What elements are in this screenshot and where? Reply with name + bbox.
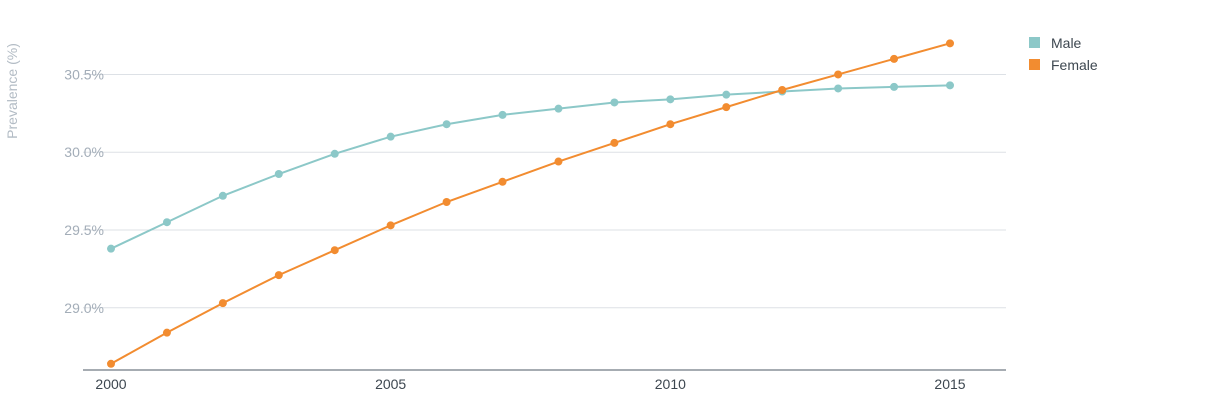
series-line-male (110, 84, 951, 250)
series-male (107, 81, 954, 253)
data-point-male[interactable] (666, 95, 675, 104)
data-point-female[interactable] (107, 359, 115, 368)
legend-label: Male (1051, 35, 1082, 51)
x-tick-label: 2000 (95, 376, 126, 392)
data-point-female[interactable] (666, 120, 675, 129)
y-tick-label: 30.0% (64, 144, 104, 160)
data-point-male[interactable] (890, 82, 899, 91)
legend-swatch (1029, 59, 1040, 70)
y-axis-ticks: 29.0% 29.5% 30.0% 30.5% (64, 66, 104, 315)
y-tick-label: 29.5% (64, 222, 104, 238)
series-female (107, 39, 954, 368)
grid-lines (83, 73, 1006, 309)
x-axis-ticks: 2000 2005 2010 2015 (95, 376, 965, 392)
data-point-male[interactable] (834, 84, 843, 93)
series-line-female (110, 42, 951, 365)
data-point-male[interactable] (107, 244, 115, 253)
legend-item-female[interactable]: Female (1029, 57, 1098, 73)
x-tick-label: 2015 (934, 376, 965, 392)
legend-label: Female (1051, 57, 1098, 73)
data-point-male[interactable] (554, 104, 563, 113)
data-point-male[interactable] (162, 218, 171, 227)
data-point-female[interactable] (890, 54, 899, 63)
data-point-female[interactable] (330, 246, 339, 255)
data-point-male[interactable] (610, 98, 619, 107)
data-point-female[interactable] (834, 70, 843, 79)
data-point-female[interactable] (274, 271, 283, 280)
data-point-female[interactable] (442, 198, 451, 206)
data-point-female[interactable] (610, 138, 619, 147)
data-point-male[interactable] (330, 149, 339, 158)
x-tick-label: 2010 (655, 376, 686, 392)
data-point-male[interactable] (274, 170, 283, 178)
data-point-female[interactable] (218, 299, 227, 308)
legend: Male Female (1029, 35, 1098, 73)
data-point-female[interactable] (386, 221, 395, 230)
data-point-male[interactable] (386, 132, 395, 141)
data-point-male[interactable] (722, 90, 731, 99)
y-tick-label: 30.5% (64, 66, 104, 82)
data-point-female[interactable] (162, 328, 171, 337)
data-point-male[interactable] (442, 120, 451, 129)
data-point-male[interactable] (218, 191, 227, 200)
x-tick-label: 2005 (375, 376, 406, 392)
data-point-female[interactable] (722, 103, 731, 112)
data-point-female[interactable] (498, 177, 507, 186)
y-tick-label: 29.0% (64, 300, 104, 316)
series-group (107, 39, 954, 368)
data-point-female[interactable] (946, 39, 954, 48)
legend-item-male[interactable]: Male (1029, 35, 1082, 51)
data-point-male[interactable] (498, 110, 507, 119)
data-point-female[interactable] (554, 157, 563, 166)
y-axis-label: Prevalence (%) (4, 43, 20, 139)
legend-swatch (1029, 37, 1040, 48)
data-point-female[interactable] (778, 86, 787, 94)
data-point-male[interactable] (946, 81, 954, 90)
